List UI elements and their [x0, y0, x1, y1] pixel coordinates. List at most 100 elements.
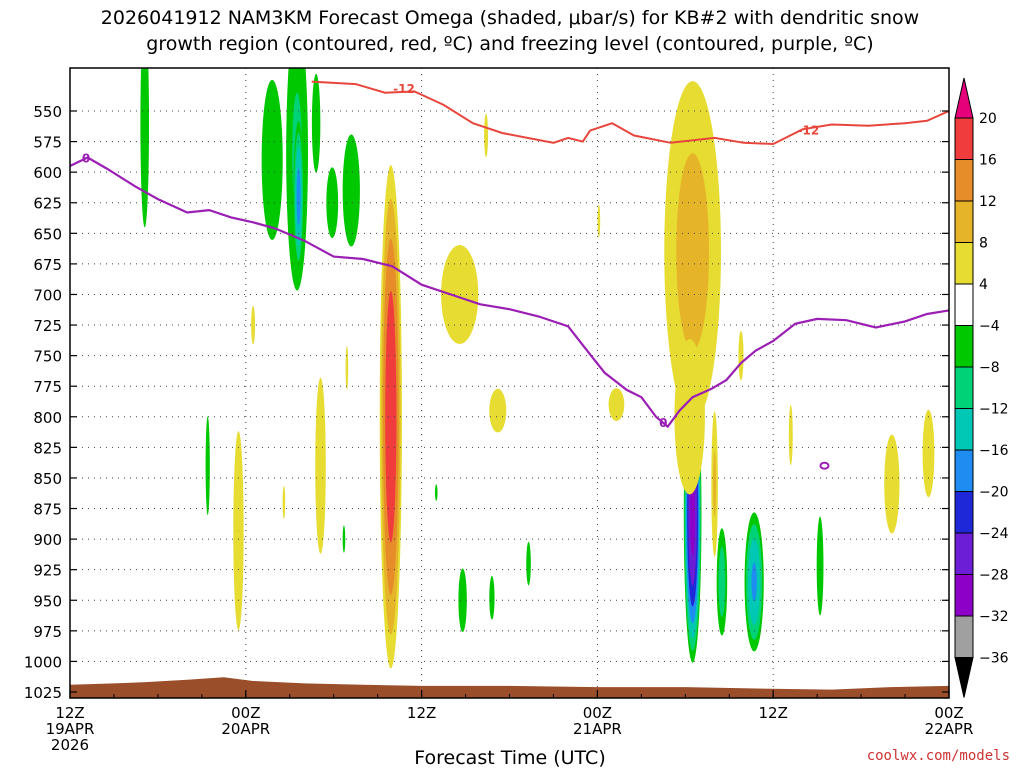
- omega-cell: [282, 486, 286, 519]
- omega-level: [884, 434, 900, 534]
- x-tick-label: 20APR: [221, 720, 270, 738]
- terrain-surface: [70, 677, 949, 698]
- omega-cell: [205, 416, 210, 516]
- x-tick-label: 21APR: [573, 720, 622, 738]
- y-tick-label: 800: [33, 409, 62, 427]
- freezing-level-loop: [819, 461, 830, 470]
- omega-level: [713, 451, 717, 517]
- omega-cell: [345, 345, 349, 390]
- y-tick-label: 675: [33, 256, 62, 274]
- colorbar-swatch: [954, 491, 974, 534]
- colorbar-swatch: [954, 408, 974, 451]
- y-tick-label: 700: [33, 286, 62, 304]
- colorbar-tick-label: −16: [979, 443, 1009, 459]
- freezing-level-line: [70, 156, 949, 429]
- colorbar-tick-label: 20: [979, 111, 997, 127]
- omega-level: [296, 168, 301, 226]
- omega-level: [205, 416, 210, 516]
- omega-cell: [526, 541, 531, 586]
- omega-level: [441, 245, 479, 344]
- contour-lines: -12 -12 0 0: [70, 80, 949, 470]
- colorbar-swatch: [954, 574, 974, 617]
- y-tick-label: 725: [33, 317, 62, 335]
- dgz-contour-label: -12: [393, 82, 415, 96]
- omega-cell: [788, 405, 793, 466]
- omega-level: [315, 377, 326, 554]
- colorbar-tick-label: −32: [979, 609, 1009, 625]
- y-tick-label: 650: [33, 225, 62, 243]
- y-tick-label: 825: [33, 439, 62, 457]
- omega-cell: [489, 388, 507, 433]
- colorbar-bottom-arrow: [954, 657, 974, 698]
- x-tick-label: 22APR: [925, 720, 974, 738]
- omega-cell: [441, 245, 479, 344]
- colorbar-tick-label: 12: [979, 194, 997, 210]
- colorbar-tick-label: 4: [979, 277, 988, 293]
- x-tick-label: 00Z: [231, 704, 260, 722]
- omega-level: [484, 113, 489, 158]
- omega-level: [345, 345, 349, 390]
- omega-level: [342, 134, 360, 247]
- colorbar-swatch: [954, 200, 974, 243]
- omega-level: [718, 546, 726, 618]
- omega-level: [140, 68, 150, 228]
- omega-cell: [884, 434, 900, 534]
- omega-cell: [140, 68, 150, 228]
- y-tick-label: 1000: [24, 653, 62, 671]
- omega-shading: [140, 68, 935, 669]
- x-tick-label: 12Z: [55, 704, 84, 722]
- colorbar-swatch: [954, 159, 974, 202]
- freezing-level-label: 0: [659, 416, 667, 430]
- colorbar-tick-label: 8: [979, 236, 988, 252]
- y-tick-label: 625: [33, 195, 62, 213]
- y-tick-label: 750: [33, 348, 62, 366]
- omega-cell: [379, 165, 402, 669]
- colorbar-swatch: [954, 242, 974, 285]
- credit-text[interactable]: coolwx.com/models: [867, 748, 1010, 764]
- omega-cell: [458, 568, 467, 633]
- omega-cell: [738, 330, 744, 381]
- omega-level: [390, 415, 392, 418]
- omega-level: [597, 204, 601, 238]
- x-axis-title: Forecast Time (UTC): [414, 747, 605, 768]
- omega-cell: [342, 525, 346, 553]
- x-tick-label: 2026: [51, 736, 89, 754]
- omega-level: [326, 167, 339, 239]
- colorbar-swatch: [954, 449, 974, 492]
- omega-cell: [716, 528, 728, 636]
- y-tick-label: 550: [33, 103, 62, 121]
- plot-background: [70, 68, 949, 698]
- omega-cell: [608, 388, 625, 421]
- omega-level: [751, 562, 757, 602]
- colorbar-tick-label: −4: [979, 319, 1000, 335]
- grid-lines: [70, 68, 949, 698]
- colorbar-swatch: [954, 366, 974, 409]
- colorbar-swatch: [954, 532, 974, 575]
- omega-cell: [293, 121, 304, 273]
- colorbar-swatch: [954, 283, 974, 326]
- colorbar-tick-label: −36: [979, 651, 1009, 667]
- omega-cell: [311, 73, 321, 173]
- chart-title: 2026041912 NAM3KM Forecast Omega (shaded…: [101, 7, 919, 55]
- omega-level: [608, 388, 625, 421]
- title-line-1: 2026041912 NAM3KM Forecast Omega (shaded…: [101, 7, 919, 29]
- colorbar-tick-label: −28: [979, 568, 1009, 584]
- y-tick-label: 975: [33, 623, 62, 641]
- omega-cell: [342, 134, 360, 247]
- title-line-2: growth region (contoured, red, ºC) and f…: [146, 33, 873, 55]
- omega-level: [788, 405, 793, 466]
- omega-cell: [233, 431, 244, 631]
- omega-level: [489, 575, 495, 620]
- freezing-level-label: 0: [82, 152, 90, 166]
- omega-cell: [489, 575, 495, 620]
- x-tick-label: 00Z: [583, 704, 612, 722]
- omega-level: [676, 153, 710, 351]
- y-tick-label: 575: [33, 134, 62, 152]
- omega-cell: [315, 377, 326, 554]
- colorbar-swatch: [954, 117, 974, 160]
- colorbar: 20 16 12 8 4 −4 −8 −12 −16 −20 −24 −28 −32 −36: [954, 77, 1009, 698]
- y-tick-label: 900: [33, 531, 62, 549]
- omega-cell: [326, 167, 339, 239]
